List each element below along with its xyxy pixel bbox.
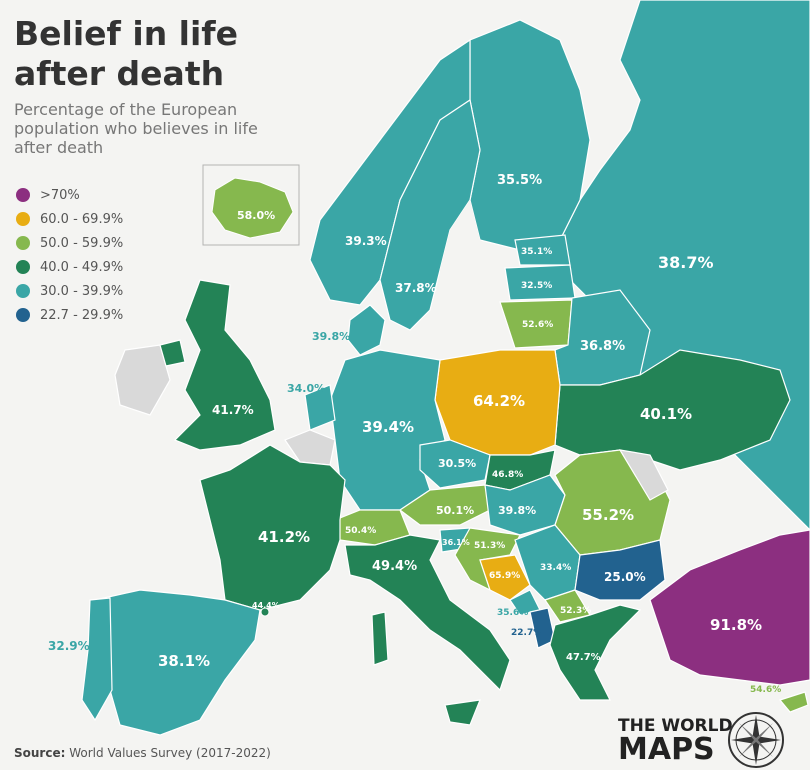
country-iceland bbox=[211, 177, 294, 239]
label-denmark: 39.8% bbox=[312, 330, 350, 343]
label-montenegro: 35.6% bbox=[497, 608, 528, 618]
brand-logo: THE WORLD MAPS bbox=[618, 718, 733, 765]
label-andorra: 44.4% bbox=[252, 601, 280, 610]
country-greece bbox=[549, 604, 642, 701]
legend-swatch bbox=[16, 308, 30, 322]
legend-item: 30.0 - 39.9% bbox=[16, 279, 123, 303]
label-czechia: 30.5% bbox=[438, 457, 476, 470]
label-lithuania: 52.6% bbox=[522, 320, 553, 330]
legend-swatch bbox=[16, 260, 30, 274]
country-uk bbox=[173, 279, 276, 451]
label-albania: 22.7% bbox=[511, 628, 542, 638]
legend-item: 40.0 - 49.9% bbox=[16, 255, 123, 279]
label-bulgaria: 25.0% bbox=[604, 570, 646, 584]
country-netherlands bbox=[304, 384, 336, 431]
legend-swatch bbox=[16, 284, 30, 298]
label-estonia: 35.1% bbox=[521, 247, 552, 257]
country-andorra bbox=[260, 607, 270, 617]
country-italy bbox=[344, 534, 511, 692]
country-portugal bbox=[81, 597, 113, 722]
label-latvia: 32.5% bbox=[521, 281, 552, 291]
legend-label: 22.7 - 29.9% bbox=[40, 307, 124, 323]
country-cyprus bbox=[778, 691, 809, 713]
country-bosnia bbox=[479, 554, 531, 601]
label-turkey: 91.8% bbox=[710, 616, 762, 634]
iceland-inset-frame bbox=[202, 164, 300, 246]
label-russia: 38.7% bbox=[658, 253, 714, 272]
legend-swatch bbox=[16, 188, 30, 202]
label-poland: 64.2% bbox=[473, 392, 525, 410]
label-germany: 39.4% bbox=[362, 418, 414, 436]
country-denmark bbox=[347, 304, 386, 356]
country-turkey bbox=[649, 529, 810, 686]
label-romania: 55.2% bbox=[582, 506, 634, 524]
label-spain: 38.1% bbox=[158, 652, 210, 670]
label-sweden: 37.8% bbox=[395, 281, 437, 295]
country-uk-ni bbox=[159, 339, 186, 367]
country-moldova bbox=[618, 449, 669, 501]
country-czechia bbox=[419, 439, 491, 489]
country-france bbox=[199, 444, 346, 611]
map-subtitle: Percentage of the European population wh… bbox=[14, 100, 258, 157]
label-ukraine: 40.1% bbox=[640, 405, 692, 423]
country-bulgaria bbox=[574, 539, 666, 601]
label-cyprus: 54.6% bbox=[750, 685, 781, 695]
source-note: Source: World Values Survey (2017-2022) bbox=[14, 746, 271, 760]
brand-line-1: THE WORLD bbox=[618, 716, 733, 736]
label-italy: 49.4% bbox=[372, 559, 417, 574]
label-norway: 39.3% bbox=[345, 234, 387, 248]
title-line-1: Belief in life bbox=[14, 14, 239, 53]
legend-item: 50.0 - 59.9% bbox=[16, 231, 123, 255]
label-slovenia: 36.1% bbox=[442, 538, 470, 547]
label-portugal: 32.9% bbox=[48, 639, 90, 653]
country-sweden bbox=[379, 99, 481, 331]
label-netherlands: 34.0% bbox=[287, 382, 325, 395]
title-line-2: after death bbox=[14, 54, 225, 93]
country-poland bbox=[434, 349, 561, 456]
legend-label: 30.0 - 39.9% bbox=[40, 283, 124, 299]
source-label: Source: bbox=[14, 746, 66, 760]
legend-swatch bbox=[16, 236, 30, 250]
label-finland: 35.5% bbox=[497, 173, 542, 188]
label-uk: 41.7% bbox=[212, 403, 254, 417]
legend: >70% 60.0 - 69.9% 50.0 - 59.9% 40.0 - 49… bbox=[16, 183, 123, 327]
baltic-sea bbox=[440, 200, 520, 320]
label-austria: 50.1% bbox=[436, 504, 474, 517]
legend-item: >70% bbox=[16, 183, 123, 207]
label-north-macedonia: 52.3% bbox=[560, 606, 591, 616]
legend-item: 60.0 - 69.9% bbox=[16, 207, 123, 231]
map-title: Belief in life after death bbox=[14, 14, 238, 94]
label-serbia: 33.4% bbox=[540, 563, 571, 573]
label-hungary: 39.8% bbox=[498, 504, 536, 517]
island-sicily bbox=[444, 699, 481, 726]
label-switzerland: 50.4% bbox=[345, 526, 376, 536]
compass-rose-icon bbox=[728, 712, 784, 768]
legend-label: >70% bbox=[40, 187, 80, 203]
source-text: World Values Survey (2017-2022) bbox=[69, 746, 271, 760]
country-belgium bbox=[284, 429, 336, 466]
legend-label: 50.0 - 59.9% bbox=[40, 235, 124, 251]
legend-swatch bbox=[16, 212, 30, 226]
legend-label: 40.0 - 49.9% bbox=[40, 259, 124, 275]
label-greece: 47.7% bbox=[566, 652, 601, 663]
legend-item: 22.7 - 29.9% bbox=[16, 303, 123, 327]
label-iceland: 58.0% bbox=[237, 209, 275, 222]
label-slovakia: 46.8% bbox=[492, 470, 523, 480]
label-bosnia: 65.9% bbox=[489, 571, 520, 581]
label-france: 41.2% bbox=[258, 528, 310, 546]
island-sardinia bbox=[371, 611, 389, 666]
label-croatia: 51.3% bbox=[474, 541, 505, 551]
label-belarus: 36.8% bbox=[580, 339, 625, 354]
legend-label: 60.0 - 69.9% bbox=[40, 211, 124, 227]
brand-line-2: MAPS bbox=[618, 732, 715, 767]
